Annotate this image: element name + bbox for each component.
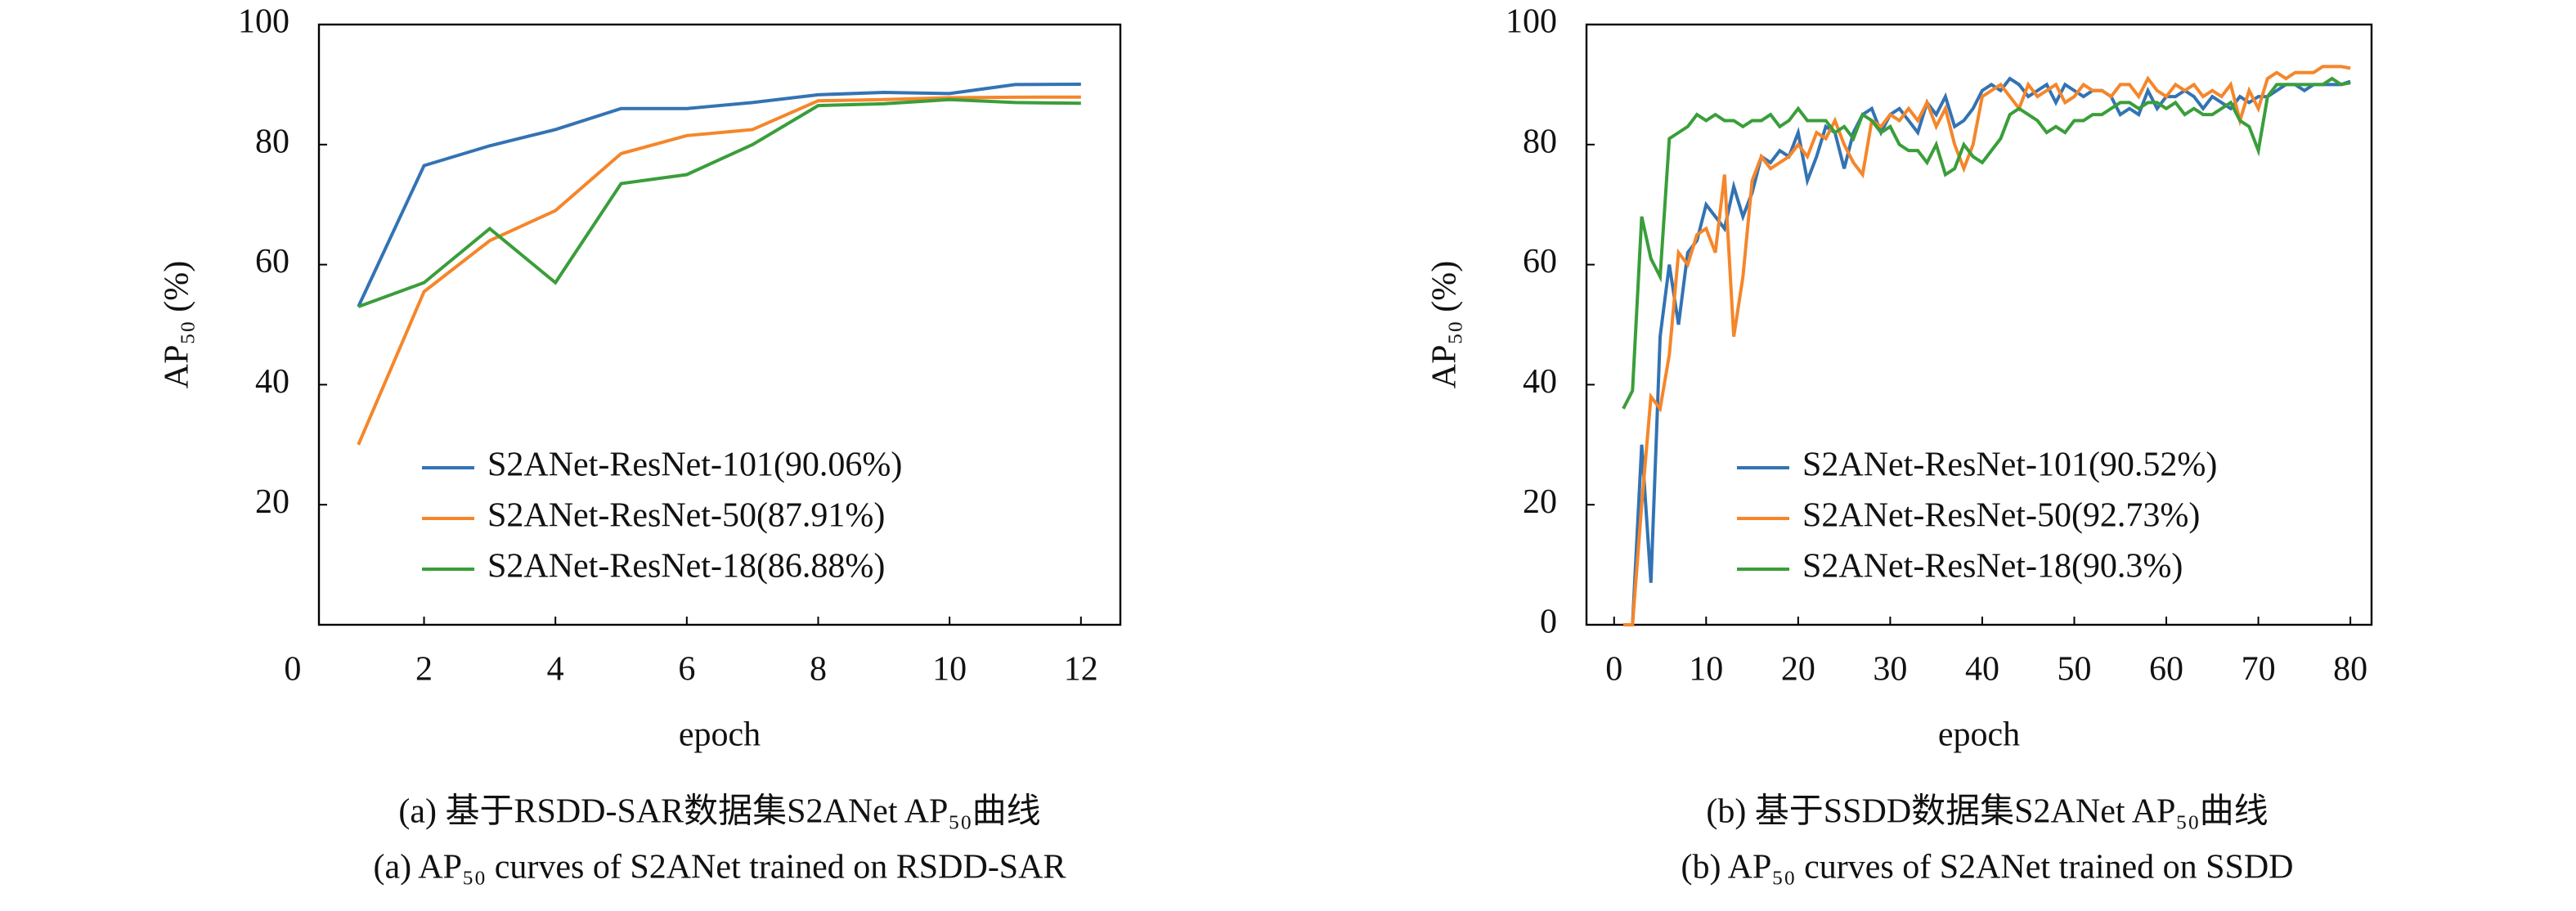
y-tick-label: 60 <box>1523 243 1557 280</box>
x-tick-label: 4 <box>547 651 564 689</box>
caption: (b) AP₅₀ curves of S2ANet trained on SSD… <box>1681 849 2293 886</box>
x-tick-label: 12 <box>1064 651 1098 689</box>
x-tick-label: 60 <box>2149 651 2183 689</box>
plot-frame <box>317 23 1122 626</box>
legend-label: S2ANet-ResNet-101(90.52%) <box>1802 447 2217 484</box>
x-axis-label: epoch <box>1938 716 2020 754</box>
y-tick-label: 60 <box>255 243 289 280</box>
line <box>1623 76 2351 626</box>
x-tick-label: 0 <box>1605 651 1622 689</box>
caption: (b) 基于SSDD数据集S2ANet AP₅₀曲线 <box>1706 793 2268 831</box>
x-tick-label: 2 <box>415 651 433 689</box>
y-tick-label: 20 <box>255 483 289 521</box>
x-axis-label: epoch <box>679 716 761 754</box>
legend-label: S2ANet-ResNet-101(90.06%) <box>487 447 902 484</box>
legend-label: S2ANet-ResNet-18(86.88%) <box>487 548 885 586</box>
y-tick-label: 100 <box>238 3 289 41</box>
line <box>357 82 1081 307</box>
x-tick-label: 40 <box>1965 651 1999 689</box>
y-tick-label: 0 <box>1540 604 1557 641</box>
line <box>1622 76 2351 410</box>
x-tick-label: 80 <box>2333 651 2367 689</box>
legend-label: S2ANet-ResNet-50(87.91%) <box>487 497 885 535</box>
x-tick-label: 20 <box>1781 651 1815 689</box>
caption: (a) AP₅₀ curves of S2ANet trained on RSD… <box>373 849 1066 886</box>
x-tick-label: 10 <box>932 651 967 689</box>
y-tick-label: 80 <box>255 123 289 160</box>
legend-label: S2ANet-ResNet-18(90.3%) <box>1802 548 2183 586</box>
x-tick-label: 50 <box>2057 651 2091 689</box>
y-tick-label: 80 <box>1523 123 1557 160</box>
caption: (a) 基于RSDD-SAR数据集S2ANet AP₅₀曲线 <box>398 793 1040 831</box>
y-tick-label: 20 <box>1523 483 1557 521</box>
x-tick-label: 8 <box>810 651 827 689</box>
line <box>357 95 1081 446</box>
x-tick-label: 6 <box>678 651 695 689</box>
x-tick-label: 70 <box>2242 651 2276 689</box>
y-tick-label: 40 <box>1523 363 1557 401</box>
x-tick-label: 30 <box>1873 651 1907 689</box>
y-tick-label: 40 <box>255 363 289 401</box>
plot-frame <box>1585 23 2373 626</box>
line <box>357 97 1081 308</box>
y-tick-label: 100 <box>1506 3 1557 41</box>
y-axis-label: AP₅₀ (%) <box>159 261 196 388</box>
y-axis-label: AP₅₀ (%) <box>1426 261 1464 388</box>
x-tick-label: 0 <box>284 651 301 689</box>
line <box>1623 65 2351 626</box>
x-tick-label: 10 <box>1689 651 1723 689</box>
legend-label: S2ANet-ResNet-50(92.73%) <box>1802 497 2200 535</box>
